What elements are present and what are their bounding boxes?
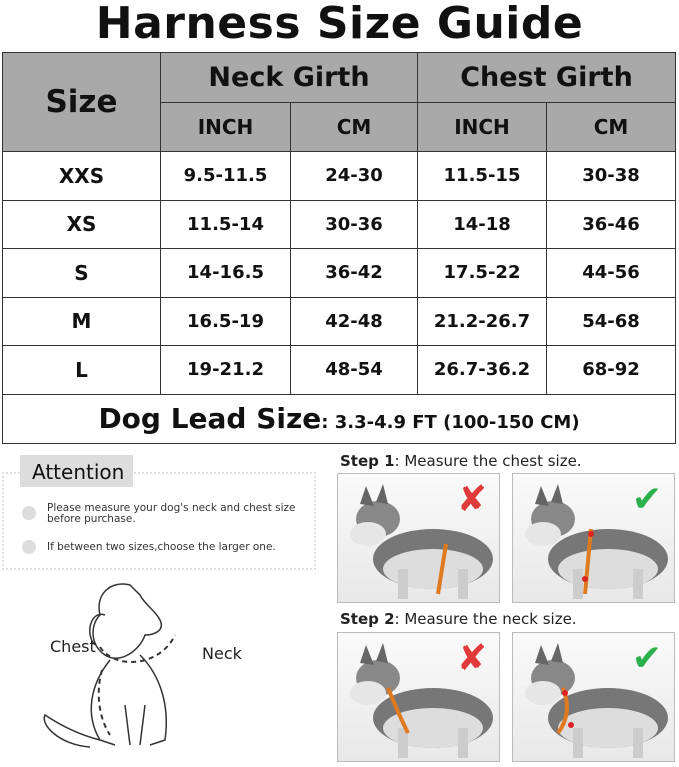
step-2-caption: Step 2: Measure the neck size. xyxy=(340,610,577,628)
size-cell: XXS xyxy=(2,151,161,201)
attention-title: Attention xyxy=(20,455,133,487)
chest-label: Chest xyxy=(50,637,96,656)
attention-box xyxy=(2,472,316,570)
wrong-measure-photo: ✘ xyxy=(337,632,500,762)
table-row: L 19-21.2 48-54 26.7-36.2 68-92 xyxy=(2,345,676,395)
value-cell: 26.7-36.2 xyxy=(417,345,547,395)
size-cell: XS xyxy=(2,199,161,249)
wrong-measure-photo: ✘ xyxy=(337,473,500,603)
cross-icon: ✘ xyxy=(456,479,487,520)
unit-header: INCH xyxy=(160,102,291,152)
bullet-icon xyxy=(22,540,36,554)
value-cell: 16.5-19 xyxy=(160,296,291,346)
check-icon: ✔ xyxy=(631,479,662,520)
unit-header: CM xyxy=(546,102,676,152)
value-cell: 11.5-15 xyxy=(417,151,547,201)
page-title: Harness Size Guide xyxy=(95,0,584,49)
size-cell: M xyxy=(2,296,161,346)
correct-measure-photo: ✔ xyxy=(512,473,675,603)
size-table: Size Neck Girth Chest Girth INCH CM INCH… xyxy=(2,52,676,444)
table-row: XXS 9.5-11.5 24-30 11.5-15 30-38 xyxy=(2,151,676,201)
value-cell: 19-21.2 xyxy=(160,345,291,395)
value-cell: 21.2-26.7 xyxy=(417,296,547,346)
check-icon: ✔ xyxy=(631,638,662,679)
value-cell: 54-68 xyxy=(546,296,676,346)
table-row: S 14-16.5 36-42 17.5-22 44-56 xyxy=(2,248,676,298)
value-cell: 14-16.5 xyxy=(160,248,291,298)
dog-photo-icon xyxy=(350,643,493,758)
dog-photo-icon xyxy=(525,643,668,758)
table-row: XS 11.5-14 30-36 14-18 36-46 xyxy=(2,199,676,249)
neck-girth-header: Neck Girth xyxy=(160,52,418,103)
value-cell: 36-42 xyxy=(290,248,418,298)
cross-icon: ✘ xyxy=(456,638,487,679)
value-cell: 68-92 xyxy=(546,345,676,395)
value-cell: 9.5-11.5 xyxy=(160,151,291,201)
lead-value: : 3.3-4.9 FT (100-150 CM) xyxy=(321,412,580,433)
correct-measure-photo: ✔ xyxy=(512,632,675,762)
lead-label: Dog Lead Size xyxy=(98,402,322,435)
dog-photo-icon xyxy=(525,484,668,599)
value-cell: 44-56 xyxy=(546,248,676,298)
dog-outline-diagram xyxy=(43,583,176,748)
value-cell: 24-30 xyxy=(290,151,418,201)
step-1-caption: Step 1: Measure the chest size. xyxy=(340,452,582,470)
value-cell: 42-48 xyxy=(290,296,418,346)
attention-item: Please measure your dog's neck and chest… xyxy=(47,502,296,525)
bullet-icon xyxy=(22,506,36,520)
size-cell: L xyxy=(2,345,161,395)
value-cell: 17.5-22 xyxy=(417,248,547,298)
attention-item: If between two sizes,choose the larger o… xyxy=(47,541,276,553)
dog-photo-icon xyxy=(350,484,493,599)
value-cell: 36-46 xyxy=(546,199,676,249)
value-cell: 48-54 xyxy=(290,345,418,395)
table-row: M 16.5-19 42-48 21.2-26.7 54-68 xyxy=(2,296,676,346)
lead-size-row: Dog Lead Size: 3.3-4.9 FT (100-150 CM) xyxy=(2,393,676,444)
size-cell: S xyxy=(2,248,161,298)
size-header: Size xyxy=(2,52,161,152)
unit-header: CM xyxy=(290,102,418,152)
unit-header: INCH xyxy=(417,102,547,152)
neck-label: Neck xyxy=(202,644,242,663)
value-cell: 30-36 xyxy=(290,199,418,249)
value-cell: 14-18 xyxy=(417,199,547,249)
value-cell: 30-38 xyxy=(546,151,676,201)
value-cell: 11.5-14 xyxy=(160,199,291,249)
chest-girth-header: Chest Girth xyxy=(417,52,676,103)
